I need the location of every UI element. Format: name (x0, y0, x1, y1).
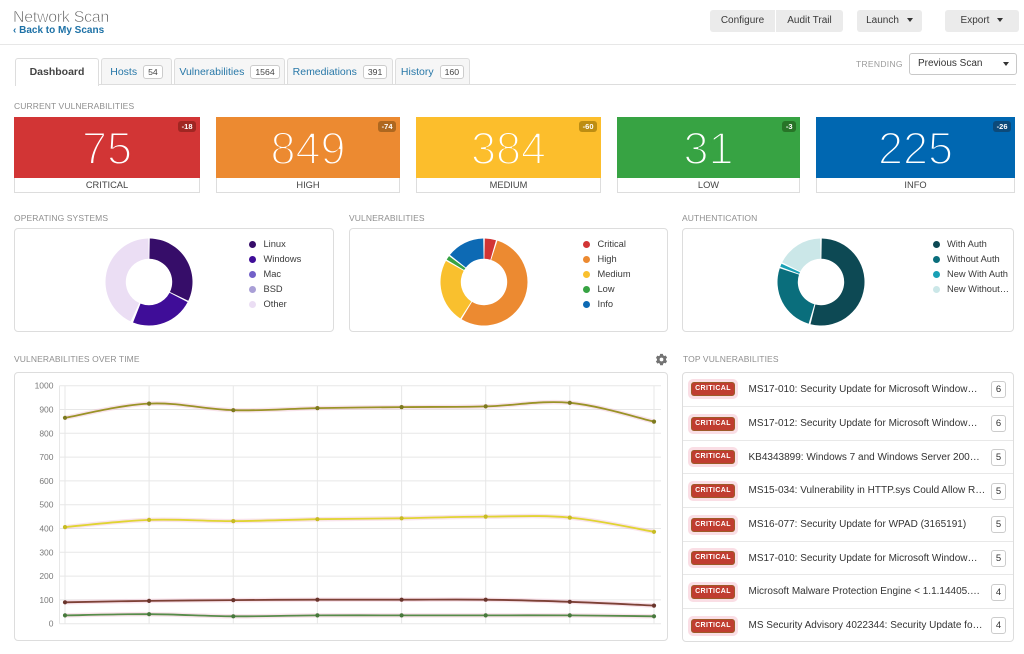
svg-text:1000: 1000 (35, 380, 54, 390)
svg-text:0: 0 (49, 618, 54, 628)
svg-text:700: 700 (39, 452, 53, 462)
svg-text:800: 800 (39, 428, 53, 438)
svg-text:500: 500 (39, 499, 53, 509)
svg-text:600: 600 (39, 475, 53, 485)
svg-text:400: 400 (39, 523, 53, 533)
svg-text:900: 900 (39, 404, 53, 414)
svg-text:200: 200 (39, 571, 53, 581)
svg-text:100: 100 (39, 594, 53, 604)
svg-text:300: 300 (39, 547, 53, 557)
